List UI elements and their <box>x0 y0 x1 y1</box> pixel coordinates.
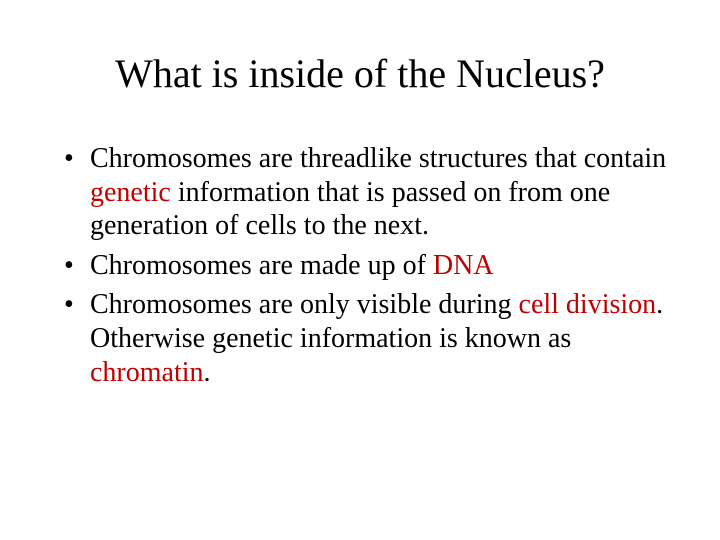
body-text: . <box>204 357 211 388</box>
body-text: Chromosomes are threadlike structures th… <box>90 143 666 174</box>
body-text: Chromosomes are made up of <box>90 250 433 281</box>
highlight-text: chromatin <box>90 357 204 388</box>
highlight-text: genetic <box>90 177 171 208</box>
slide: What is inside of the Nucleus? Chromosom… <box>0 0 720 540</box>
bullet-item: Chromosomes are threadlike structures th… <box>60 142 670 243</box>
body-text: Chromosomes are only visible during <box>90 289 519 320</box>
bullet-list: Chromosomes are threadlike structures th… <box>50 142 670 389</box>
highlight-text: DNA <box>433 250 494 281</box>
slide-title: What is inside of the Nucleus? <box>50 50 670 97</box>
bullet-item: Chromosomes are made up of DNA <box>60 249 670 283</box>
highlight-text: cell division <box>519 289 657 320</box>
bullet-item: Chromosomes are only visible during cell… <box>60 288 670 389</box>
